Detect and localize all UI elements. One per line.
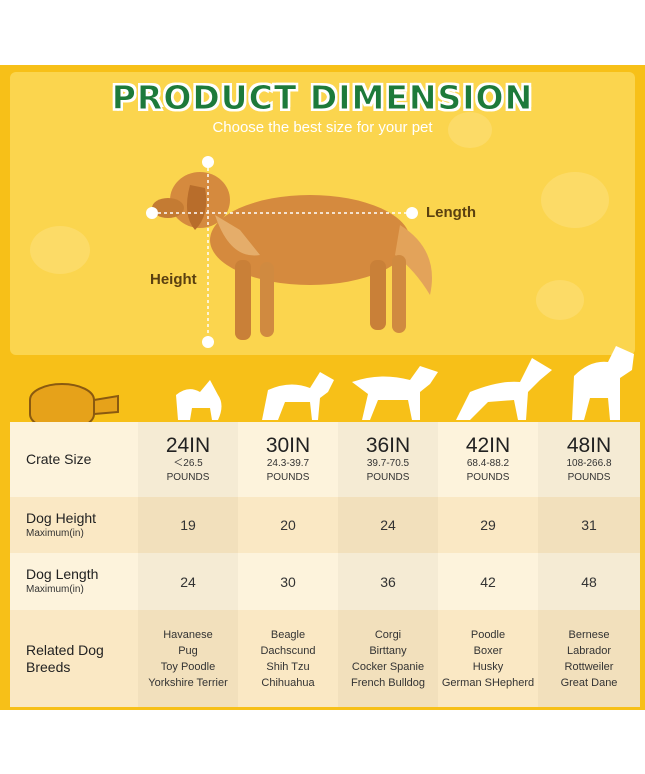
breed-name: French Bulldog bbox=[351, 676, 425, 689]
table-cell: 20 bbox=[238, 497, 338, 553]
row-label-text: Dog Height bbox=[26, 509, 97, 526]
breed-name: Yorkshire Terrier bbox=[148, 676, 228, 689]
breed-name: Cocker Spanie bbox=[351, 660, 425, 673]
table-cell: 30 bbox=[238, 553, 338, 610]
row-label: Dog Length Maximum(in) bbox=[10, 553, 138, 610]
subtitle: Choose the best size for your pet bbox=[212, 119, 433, 136]
column-header: 48IN 108-266.8 POUNDS bbox=[538, 422, 640, 497]
column-header: 30IN 24.3-39.7 POUNDS bbox=[238, 422, 338, 497]
dog-illustration bbox=[152, 172, 432, 340]
breed-cell: Corgi Birttany Cocker Spanie French Bulldog bbox=[338, 610, 438, 707]
column-header: 36IN 39.7-70.5 POUNDS bbox=[338, 422, 438, 497]
row-label: Related Dog Breeds bbox=[10, 610, 138, 707]
cell-value: 29 bbox=[480, 517, 496, 533]
cell-value: 24 bbox=[380, 517, 396, 533]
weight-unit: POUNDS bbox=[366, 472, 410, 483]
weight-range: 68.4-88.2 bbox=[466, 458, 510, 469]
table-cell: 24 bbox=[138, 553, 238, 610]
breed-cell: Poodle Boxer Husky German SHepherd bbox=[438, 610, 538, 707]
breed-name: Dachscund bbox=[260, 644, 316, 657]
cell-value: 20 bbox=[280, 517, 296, 533]
row-label-text: Dog Length bbox=[26, 566, 99, 582]
breed-name: Great Dane bbox=[560, 676, 618, 689]
row-label: Dog Height Maximum(in) bbox=[10, 497, 138, 553]
dog-silhouettes bbox=[176, 346, 634, 420]
weight-range: 24.3-39.7 bbox=[266, 458, 310, 469]
table-cell: 48 bbox=[538, 553, 640, 610]
table-cell: 19 bbox=[138, 497, 238, 553]
crate-size: 24IN bbox=[165, 434, 211, 457]
cell-value: 48 bbox=[581, 573, 597, 590]
breed-name: Birttany bbox=[369, 644, 407, 657]
table-cell: 36 bbox=[338, 553, 438, 610]
breed-name: Poodle bbox=[470, 628, 506, 641]
row-sublabel: Maximum(in) bbox=[26, 527, 84, 539]
column-header: 24IN ＜26.5 POUNDS bbox=[138, 422, 238, 497]
column-header: 42IN 68.4-88.2 POUNDS bbox=[438, 422, 538, 497]
breed-name: German SHepherd bbox=[441, 676, 535, 689]
cell-value: 36 bbox=[380, 573, 396, 590]
crate-size: 36IN bbox=[365, 434, 411, 457]
breed-name: Rottweiler bbox=[564, 660, 614, 673]
cell-value: 31 bbox=[581, 517, 597, 533]
cell-value: 24 bbox=[180, 573, 196, 590]
table-cell: 31 bbox=[538, 497, 640, 553]
table-cell: 29 bbox=[438, 497, 538, 553]
length-label: Length bbox=[426, 204, 476, 221]
height-label: Height bbox=[150, 271, 197, 288]
title: PRODUCT DIMENSION bbox=[111, 78, 534, 118]
weight-unit: POUNDS bbox=[567, 472, 611, 483]
breed-name: Shih Tzu bbox=[266, 660, 310, 673]
row-sublabel: Maximum(in) bbox=[26, 584, 84, 595]
breed-name: Corgi bbox=[374, 628, 402, 641]
row-label-text: Related Dog Breeds bbox=[26, 641, 104, 675]
breed-name: Pug bbox=[178, 644, 198, 657]
breed-name: Boxer bbox=[473, 644, 503, 657]
breed-name: Labrador bbox=[566, 644, 612, 657]
breed-name: Toy Poodle bbox=[160, 660, 216, 673]
row-label-text: Crate Size bbox=[26, 451, 92, 467]
breed-name: Havanese bbox=[163, 628, 213, 641]
weight-unit: POUNDS bbox=[466, 472, 510, 483]
breed-name: Chihuahua bbox=[261, 676, 315, 689]
weight-range: ＜26.5 bbox=[173, 458, 203, 469]
table-cell: 42 bbox=[438, 553, 538, 610]
row-label: Crate Size bbox=[10, 422, 138, 497]
breed-name: Husky bbox=[472, 660, 504, 673]
cell-value: 30 bbox=[280, 573, 296, 590]
table-cell: 24 bbox=[338, 497, 438, 553]
breed-cell: Beagle Dachscund Shih Tzu Chihuahua bbox=[238, 610, 338, 707]
cell-value: 42 bbox=[480, 573, 496, 590]
crate-size: 42IN bbox=[465, 434, 511, 457]
breed-cell: Havanese Pug Toy Poodle Yorkshire Terrier bbox=[138, 610, 238, 707]
breed-cell: Bernese Labrador Rottweiler Great Dane bbox=[538, 610, 640, 707]
crate-size: 30IN bbox=[265, 434, 311, 457]
cell-value: 19 bbox=[180, 517, 196, 533]
breed-name: Beagle bbox=[270, 628, 306, 641]
breed-name: Bernese bbox=[568, 628, 610, 641]
crate-size: 48IN bbox=[566, 434, 612, 457]
weight-range: 39.7-70.5 bbox=[366, 458, 410, 469]
weight-unit: POUNDS bbox=[266, 472, 310, 483]
weight-unit: POUNDS bbox=[166, 472, 210, 483]
weight-range: 108-266.8 bbox=[566, 458, 612, 469]
